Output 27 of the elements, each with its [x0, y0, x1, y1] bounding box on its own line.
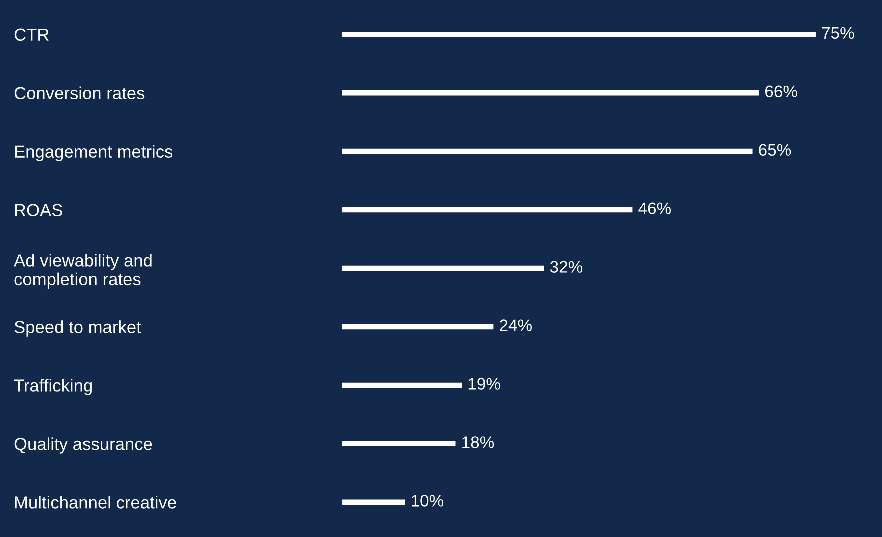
y-tick-label: Multichannel creative — [15, 496, 176, 509]
bar — [342, 382, 462, 388]
y-tick-label: Ad viewability and completion rates — [14, 254, 152, 289]
data-label: 10% — [412, 495, 444, 507]
bar — [342, 266, 544, 272]
bar — [342, 207, 633, 213]
y-tick-label: CTR — [14, 28, 49, 42]
data-label: 65% — [759, 144, 792, 156]
y-tick-label: Trafficking — [14, 379, 92, 396]
bar — [342, 32, 816, 38]
bar — [342, 90, 760, 96]
data-label: 18% — [462, 436, 494, 448]
data-label: 66% — [766, 86, 798, 98]
y-tick-label: Quality assurance — [14, 438, 152, 454]
y-tick-label: Engagement metrics — [15, 145, 173, 162]
y-tick-label: Speed to market — [14, 320, 142, 337]
data-label: 32% — [550, 261, 583, 273]
data-label: 75% — [822, 27, 854, 40]
bar — [342, 500, 406, 506]
bar — [342, 148, 753, 154]
data-label: 24% — [500, 320, 532, 332]
data-label: 46% — [638, 202, 672, 214]
data-label: 19% — [468, 378, 500, 390]
y-tick-label: Conversion rates — [14, 86, 145, 100]
bar — [342, 441, 456, 447]
y-tick-label: ROAS — [15, 204, 62, 216]
bar — [342, 324, 494, 330]
